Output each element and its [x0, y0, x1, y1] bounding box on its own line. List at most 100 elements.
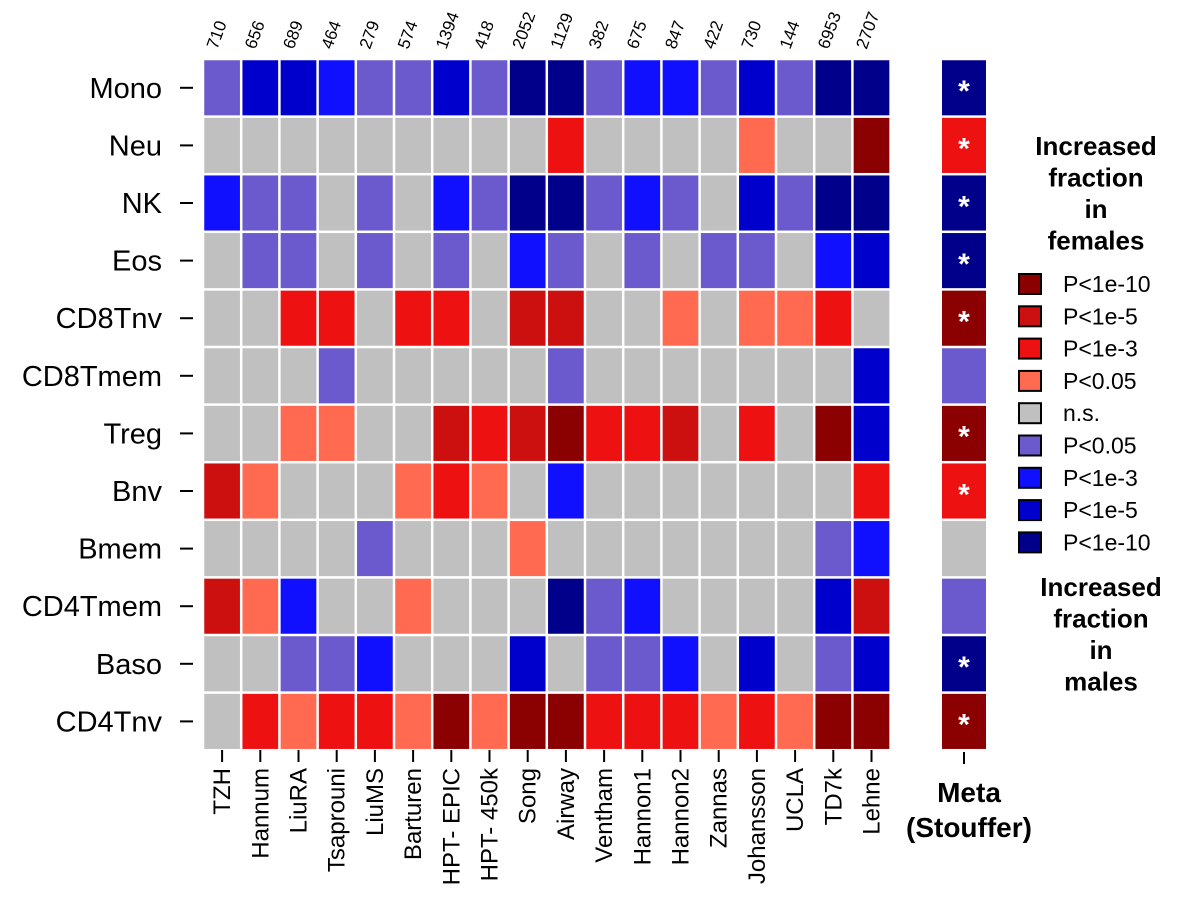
cell-treg-tzh [204, 405, 240, 461]
cell-treg-hannon2 [662, 405, 699, 461]
cell-nk-tzh [204, 175, 240, 231]
cell-eos-liums [357, 233, 393, 289]
cell-eos-johansson [739, 233, 775, 289]
cell-neu-liura [280, 117, 317, 173]
col-label-song: Song [515, 768, 542, 824]
cell-mono-airway [548, 60, 584, 116]
cell-bmem-airway [548, 521, 584, 577]
cell-eos-hannon1 [624, 233, 661, 289]
cell-cd4tnv-hpt-450k [471, 693, 508, 749]
cell-cd8tmem-airway [548, 348, 584, 404]
cell-bnv-hpt-450k [471, 463, 508, 519]
cell-cd4tmem-hannon1 [624, 578, 661, 634]
cell-bmem-td7k [815, 521, 852, 577]
cell-cd4tnv-hpt-epic [433, 693, 470, 749]
meta-star-cd8tnv: * [958, 305, 970, 338]
cell-bnv-liums [357, 463, 393, 519]
cell-treg-hpt-450k [471, 405, 508, 461]
cell-bmem-barturen [395, 521, 431, 577]
cell-nk-liura [280, 175, 317, 231]
cell-cd4tnv-tsaprouni [318, 693, 355, 749]
cell-cd8tnv-ventham [586, 290, 622, 346]
meta-label-line1: Meta [937, 777, 1001, 808]
sample-size-hannum: 656 [241, 18, 269, 51]
cell-bnv-ventham [586, 463, 622, 519]
row-label-bmem: Bmem [78, 534, 162, 566]
cell-treg-song [509, 405, 546, 461]
cell-cd8tmem-lehne [853, 348, 890, 404]
cell-cd8tnv-airway [548, 290, 584, 346]
cell-neu-lehne [853, 117, 890, 173]
cell-mono-zannas [700, 60, 737, 116]
cell-cd4tmem-hpt-450k [471, 578, 508, 634]
col-label-johansson: Johansson [744, 768, 771, 884]
cell-cd8tmem-hannon2 [662, 348, 699, 404]
cell-cd4tmem-johansson [739, 578, 775, 634]
legend-title-female-line-2: fraction [1048, 163, 1143, 193]
cell-mono-johansson [739, 60, 775, 116]
cell-baso-ucla [777, 636, 813, 692]
cell-cd8tmem-zannas [700, 348, 737, 404]
cell-cd4tmem-liums [357, 578, 393, 634]
row-label-baso: Baso [96, 649, 162, 681]
col-label-hannon1: Hannon1 [629, 768, 656, 865]
legend-label-m3: P<1e-5 [1063, 497, 1138, 523]
cell-neu-johansson [739, 117, 775, 173]
cell-cd4tmem-airway [548, 578, 584, 634]
legend-swatch-m4 [1018, 531, 1042, 554]
sample-size-hpt-450k: 418 [470, 18, 498, 51]
meta-star-eos: * [958, 248, 970, 281]
meta-star-neu: * [958, 133, 970, 166]
cell-mono-td7k [815, 60, 852, 116]
cell-bnv-barturen [395, 463, 431, 519]
cell-cd4tmem-tzh [204, 578, 240, 634]
cell-mono-hannon1 [624, 60, 661, 116]
cell-bnv-liura [280, 463, 317, 519]
cell-cd8tnv-hannon2 [662, 290, 699, 346]
sample-size-liums: 279 [356, 18, 384, 51]
legend-swatch-f4 [1018, 273, 1042, 295]
cell-bnv-td7k [815, 463, 852, 519]
meta-cell-mono [942, 60, 986, 116]
cell-cd8tnv-hannon1 [624, 290, 661, 346]
cell-bmem-liura [280, 521, 317, 577]
cell-nk-hannon1 [624, 175, 661, 231]
cell-cd4tnv-liums [357, 693, 393, 749]
cell-bmem-hannon2 [662, 521, 699, 577]
cell-bnv-hannon2 [662, 463, 699, 519]
cell-eos-song [509, 233, 546, 289]
heatmap-cells [204, 60, 890, 749]
cell-baso-liums [357, 636, 393, 692]
col-label-zannas: Zannas [706, 768, 733, 848]
cell-eos-ucla [777, 233, 813, 289]
cell-cd4tmem-hannon2 [662, 578, 699, 634]
cell-nk-hpt-epic [433, 175, 470, 231]
cell-baso-airway [548, 636, 584, 692]
cell-baso-liura [280, 636, 317, 692]
cell-baso-hannon2 [662, 636, 699, 692]
cell-cd4tnv-airway [548, 693, 584, 749]
meta-cell-baso [942, 636, 986, 692]
row-label-treg: Treg [103, 418, 162, 450]
cell-bnv-hpt-epic [433, 463, 470, 519]
cell-cd8tmem-tzh [204, 348, 240, 404]
cell-eos-barturen [395, 233, 431, 289]
cell-cd8tnv-td7k [815, 290, 852, 346]
legend: IncreasedfractioninfemalesP<1e-10P<1e-5P… [1018, 131, 1162, 697]
cell-nk-lehne [853, 175, 890, 231]
cell-mono-lehne [853, 60, 890, 116]
cell-bmem-ucla [777, 521, 813, 577]
meta-cell-nk [942, 175, 986, 231]
cell-eos-liura [280, 233, 317, 289]
cell-nk-song [509, 175, 546, 231]
sample-size-lehne: 2707 [852, 9, 883, 51]
cell-treg-lehne [853, 405, 890, 461]
meta-cell-bmem [942, 521, 986, 577]
cell-neu-td7k [815, 117, 852, 173]
cell-nk-hannon2 [662, 175, 699, 231]
cell-cd8tnv-hpt-epic [433, 290, 470, 346]
cell-mono-hpt-epic [433, 60, 470, 116]
cell-baso-hannum [242, 636, 279, 692]
cell-baso-tsaprouni [318, 636, 355, 692]
